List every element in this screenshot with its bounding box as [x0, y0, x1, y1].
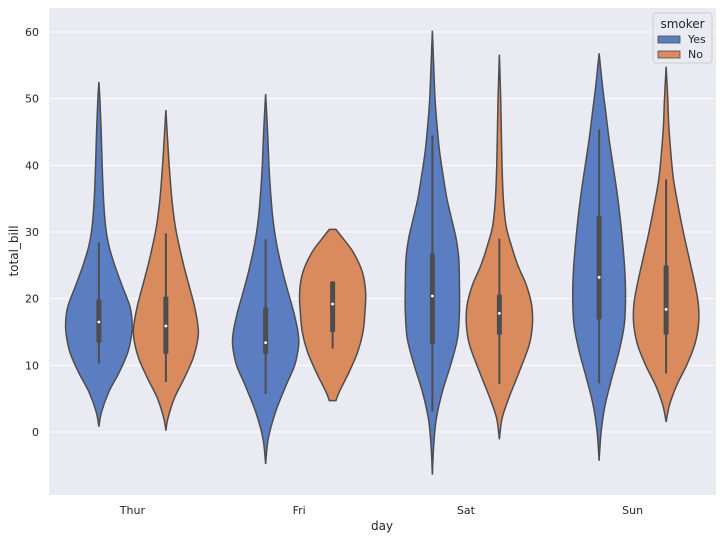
violins — [64, 30, 700, 475]
legend-title: smoker — [660, 17, 704, 31]
violin-sun-yes — [571, 53, 627, 461]
legend: smoker Yes No — [652, 12, 713, 64]
x-tick-label: Fri — [293, 504, 306, 517]
y-tick-label: 60 — [25, 26, 39, 39]
median-point — [597, 275, 601, 279]
median-point — [331, 302, 335, 306]
x-axis-label: day — [371, 519, 393, 533]
x-tick-label: Sun — [622, 504, 643, 517]
median-point — [497, 311, 501, 315]
legend-label-yes: Yes — [687, 33, 706, 46]
median-point — [430, 294, 434, 298]
iqr-box — [263, 307, 269, 354]
median-point — [664, 307, 668, 311]
median-point — [97, 320, 101, 324]
violin-thur-no — [132, 109, 200, 431]
x-tick-label: Thur — [119, 504, 146, 517]
violin-fri-no — [298, 228, 367, 402]
x-tick-label: Sat — [457, 504, 476, 517]
y-tick-label: 0 — [32, 426, 39, 439]
iqr-box — [330, 281, 336, 332]
y-tick-label: 40 — [25, 159, 39, 172]
violin-sun-no — [632, 66, 700, 423]
median-point — [264, 341, 268, 345]
iqr-box — [429, 253, 435, 344]
median-point — [164, 324, 168, 328]
y-tick-labels: 0 10 20 30 40 50 60 — [25, 26, 39, 439]
legend-label-no: No — [688, 48, 703, 61]
y-tick-label: 30 — [25, 226, 39, 239]
violin-thur-yes — [64, 81, 134, 427]
legend-swatch-no — [657, 50, 681, 59]
iqr-box — [663, 265, 669, 335]
y-tick-label: 50 — [25, 93, 39, 106]
legend-swatch-yes — [657, 35, 681, 44]
y-axis-label: total_bill — [7, 225, 21, 276]
legend-frame — [652, 12, 713, 64]
y-tick-label: 20 — [25, 293, 39, 306]
x-tick-labels: Thur Fri Sat Sun — [119, 504, 643, 517]
violin-fri-yes — [231, 93, 300, 465]
violin-sat-no — [465, 54, 534, 440]
iqr-box — [596, 215, 602, 320]
y-tick-label: 10 — [25, 359, 39, 372]
violin-sat-yes — [404, 30, 461, 475]
